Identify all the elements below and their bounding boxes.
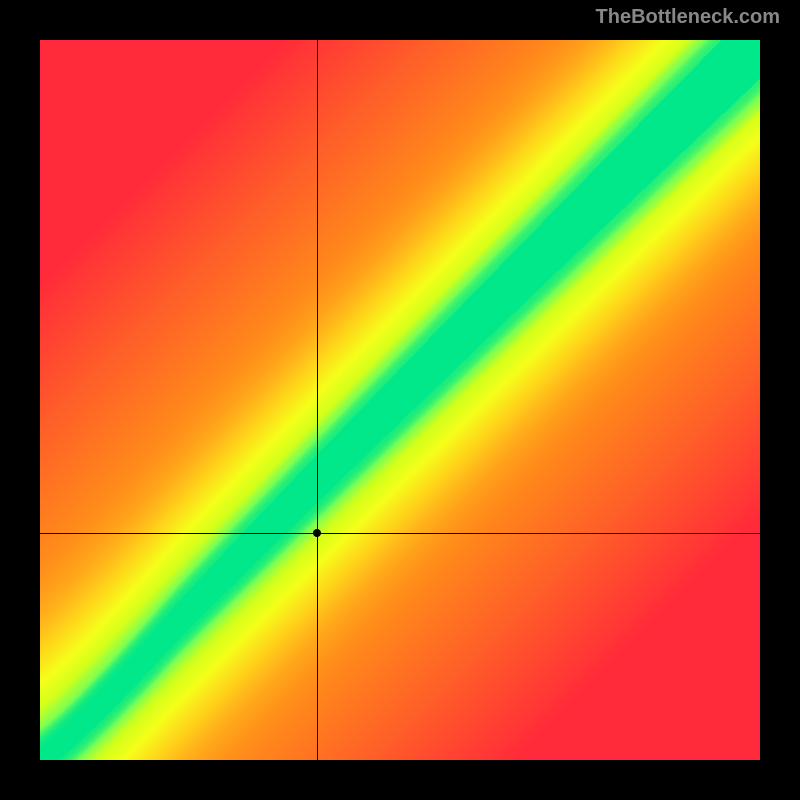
heatmap-canvas [40,40,760,760]
crosshair-marker [313,529,321,537]
crosshair-horizontal [40,533,760,534]
chart-container: TheBottleneck.com [0,0,800,800]
crosshair-vertical [317,40,318,760]
watermark-text: TheBottleneck.com [596,6,780,29]
plot-area [40,40,760,760]
